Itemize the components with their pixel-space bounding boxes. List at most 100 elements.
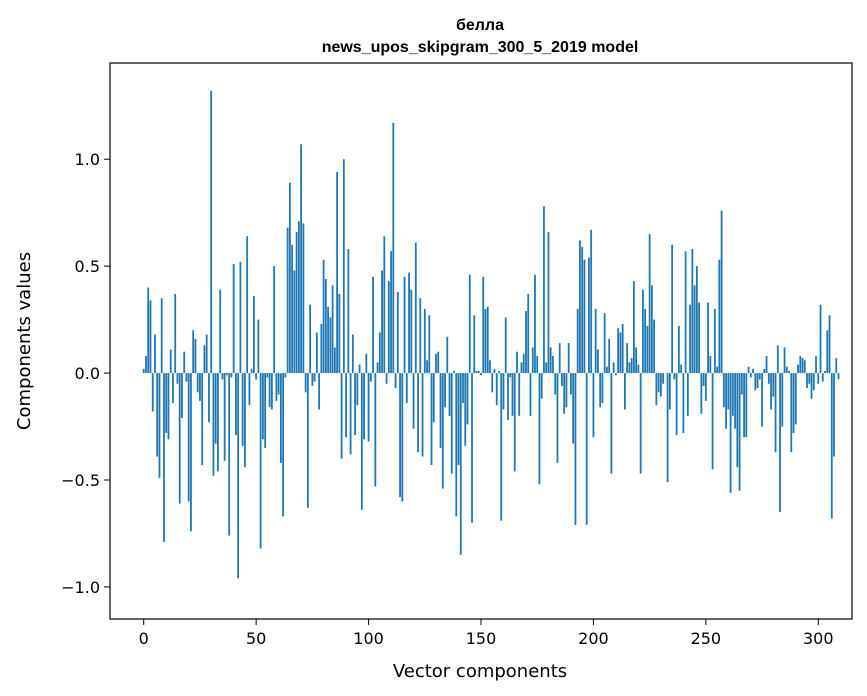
bar-221 [639, 373, 642, 474]
bar-94 [354, 373, 356, 436]
bar-107 [383, 236, 386, 374]
bar-224 [646, 326, 649, 374]
bar-120 [412, 373, 415, 429]
bar-242 [686, 373, 689, 416]
bar-64 [286, 227, 289, 374]
bar-23 [194, 338, 197, 374]
bar-70 [300, 144, 303, 374]
bar-26 [201, 373, 204, 466]
bar-122 [417, 373, 419, 453]
bar-61 [279, 373, 282, 463]
bar-69 [297, 221, 300, 374]
bar-250 [704, 373, 707, 401]
bar-32 [214, 373, 217, 444]
bar-247 [698, 302, 700, 374]
bar-109 [387, 281, 390, 374]
chart-subtitle: news_upos_skipgram_300_5_2019 model [322, 39, 639, 56]
bar-199 [590, 229, 593, 374]
y-tick-label: 1.0 [75, 150, 100, 169]
bar-290 [794, 373, 797, 425]
bar-105 [378, 332, 381, 374]
bar-18 [183, 351, 186, 374]
bar-282 [776, 345, 779, 374]
bar-253 [711, 373, 714, 470]
bar-278 [767, 373, 770, 384]
bar-24 [196, 373, 199, 393]
bar-214 [624, 373, 626, 410]
bar-258 [722, 373, 725, 408]
bar-246 [695, 266, 698, 374]
bar-287 [788, 370, 790, 374]
bar-71 [302, 223, 305, 374]
bar-34 [219, 289, 222, 374]
bar-147 [473, 315, 476, 374]
bar-83 [329, 317, 332, 374]
bar-179 [545, 362, 548, 374]
bar-172 [529, 373, 532, 416]
bar-186 [561, 373, 563, 386]
bar-48 [250, 368, 253, 374]
bar-274 [758, 373, 761, 380]
bar-88 [340, 373, 343, 459]
y-tick-label: 0.0 [75, 364, 100, 383]
bar-151 [482, 276, 485, 374]
bar-206 [606, 366, 608, 374]
bar-207 [608, 338, 611, 374]
bar-235 [671, 244, 674, 374]
bar-280 [772, 373, 775, 397]
bar-283 [779, 373, 781, 513]
bar-19 [185, 373, 188, 382]
bar-270 [749, 373, 752, 378]
bar-106 [381, 270, 383, 374]
bar-208 [610, 373, 613, 474]
bar-31 [212, 373, 215, 476]
bar-14 [174, 293, 177, 374]
bar-188 [565, 373, 568, 408]
bar-67 [293, 270, 296, 374]
bar-84 [331, 285, 334, 374]
bar-16 [178, 373, 181, 504]
bar-37 [226, 373, 228, 376]
bar-29 [208, 373, 210, 423]
bar-36 [223, 373, 226, 461]
bar-251 [707, 302, 709, 374]
bar-121 [414, 242, 417, 374]
bar-177 [540, 373, 543, 399]
bar-113 [396, 291, 399, 374]
bar-91 [347, 249, 350, 374]
bar-132 [439, 373, 442, 448]
bar-230 [659, 373, 662, 397]
bar-161 [504, 317, 507, 374]
bar-75 [311, 373, 314, 386]
bar-166 [516, 351, 518, 374]
bar-255 [716, 366, 718, 374]
bar-140 [457, 373, 460, 466]
bar-5 [154, 334, 156, 374]
bar-74 [309, 304, 312, 374]
bar-279 [770, 373, 772, 410]
bar-103 [374, 373, 377, 487]
bar-189 [567, 343, 570, 374]
bar-35 [221, 373, 224, 380]
x-tick-label: 100 [353, 629, 384, 648]
bar-260 [727, 373, 730, 410]
bar-124 [421, 373, 424, 457]
bar-178 [543, 206, 545, 374]
bar-219 [635, 347, 638, 374]
bar-168 [520, 362, 523, 374]
bar-295 [806, 373, 808, 389]
bar-62 [282, 373, 285, 517]
bar-119 [410, 289, 413, 374]
bar-243 [689, 304, 692, 374]
bar-56 [268, 373, 271, 408]
bar-192 [574, 373, 577, 525]
bar-241 [684, 251, 687, 374]
bar-205 [603, 313, 606, 374]
bar-229 [657, 373, 660, 393]
bar-73 [306, 373, 309, 508]
bar-63 [284, 373, 287, 378]
bar-203 [599, 373, 602, 408]
x-tick-label: 0 [139, 629, 149, 648]
bar-33 [217, 373, 219, 472]
bar-276 [763, 368, 766, 374]
